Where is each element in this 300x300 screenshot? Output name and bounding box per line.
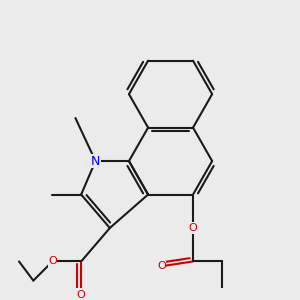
Text: N: N — [91, 154, 100, 168]
Text: O: O — [48, 256, 57, 266]
Text: O: O — [77, 290, 85, 300]
Text: O: O — [189, 223, 197, 233]
Text: O: O — [157, 261, 166, 271]
